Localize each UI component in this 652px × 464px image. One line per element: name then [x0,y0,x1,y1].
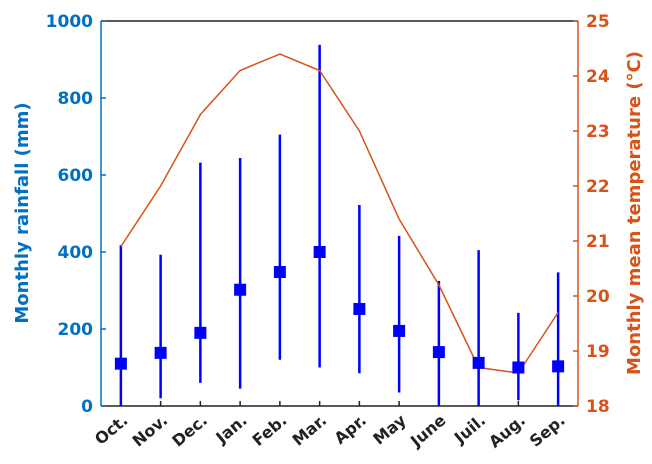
right-tick-label: 21 [586,232,610,252]
left-tick-label: 800 [58,89,94,109]
right-tick-label: 19 [586,342,610,362]
rainfall-mean-marker [154,346,167,359]
plot-area: 0 200 400 600 800 1000 18 19 20 21 22 23 24 25 Oct.Nov… [46,12,610,452]
right-tick-label: 25 [586,12,610,32]
rainfall-mean-marker [114,357,127,370]
rainfall-mean-marker [512,361,525,374]
x-tick-label: Juil. [450,411,489,448]
rainfall-mean-marker [472,356,485,369]
right-tick-label: 20 [586,287,610,307]
right-tick-label: 18 [586,397,610,417]
rainfall-mean-marker [353,302,366,315]
x-tick-label: Apr. [331,411,370,448]
y-axis-label-right: Monthly mean temperature (°C) [624,51,645,375]
y-axis-label-left: Monthly rainfall (mm) [12,102,33,323]
right-tick-label: 24 [586,67,610,87]
rainfall-mean-marker [393,324,406,337]
right-tick-label: 23 [586,122,610,142]
left-tick-label: 0 [81,397,93,417]
x-tick-label: Mar. [289,411,331,450]
x-tick-label: Jan. [212,411,251,448]
x-tick-label: Sep. [526,411,569,451]
temperature-line [120,53,559,374]
x-tick-label: May [369,410,410,448]
right-tick-label: 22 [586,177,610,197]
x-tick-label: Nov. [129,411,172,451]
rainfall-mean-marker [552,360,565,373]
x-tick-label: Feb. [249,411,291,450]
rainfall-mean-marker [234,283,247,296]
left-tick-label: 200 [58,320,94,340]
rainfall-mean-marker [432,346,445,359]
x-tick-label: June [406,410,449,451]
rainfall-mean-marker [313,246,326,258]
rainfall-mean-marker [273,266,286,279]
rainfall-mean-marker [194,326,207,339]
x-tick-label: Oct. [91,411,131,449]
left-tick-label: 600 [58,166,94,186]
left-tick-label: 1000 [46,12,93,32]
left-tick-label: 400 [58,243,94,263]
x-tick-label: Dec. [168,411,211,451]
x-tick-label: Aug. [485,411,529,452]
